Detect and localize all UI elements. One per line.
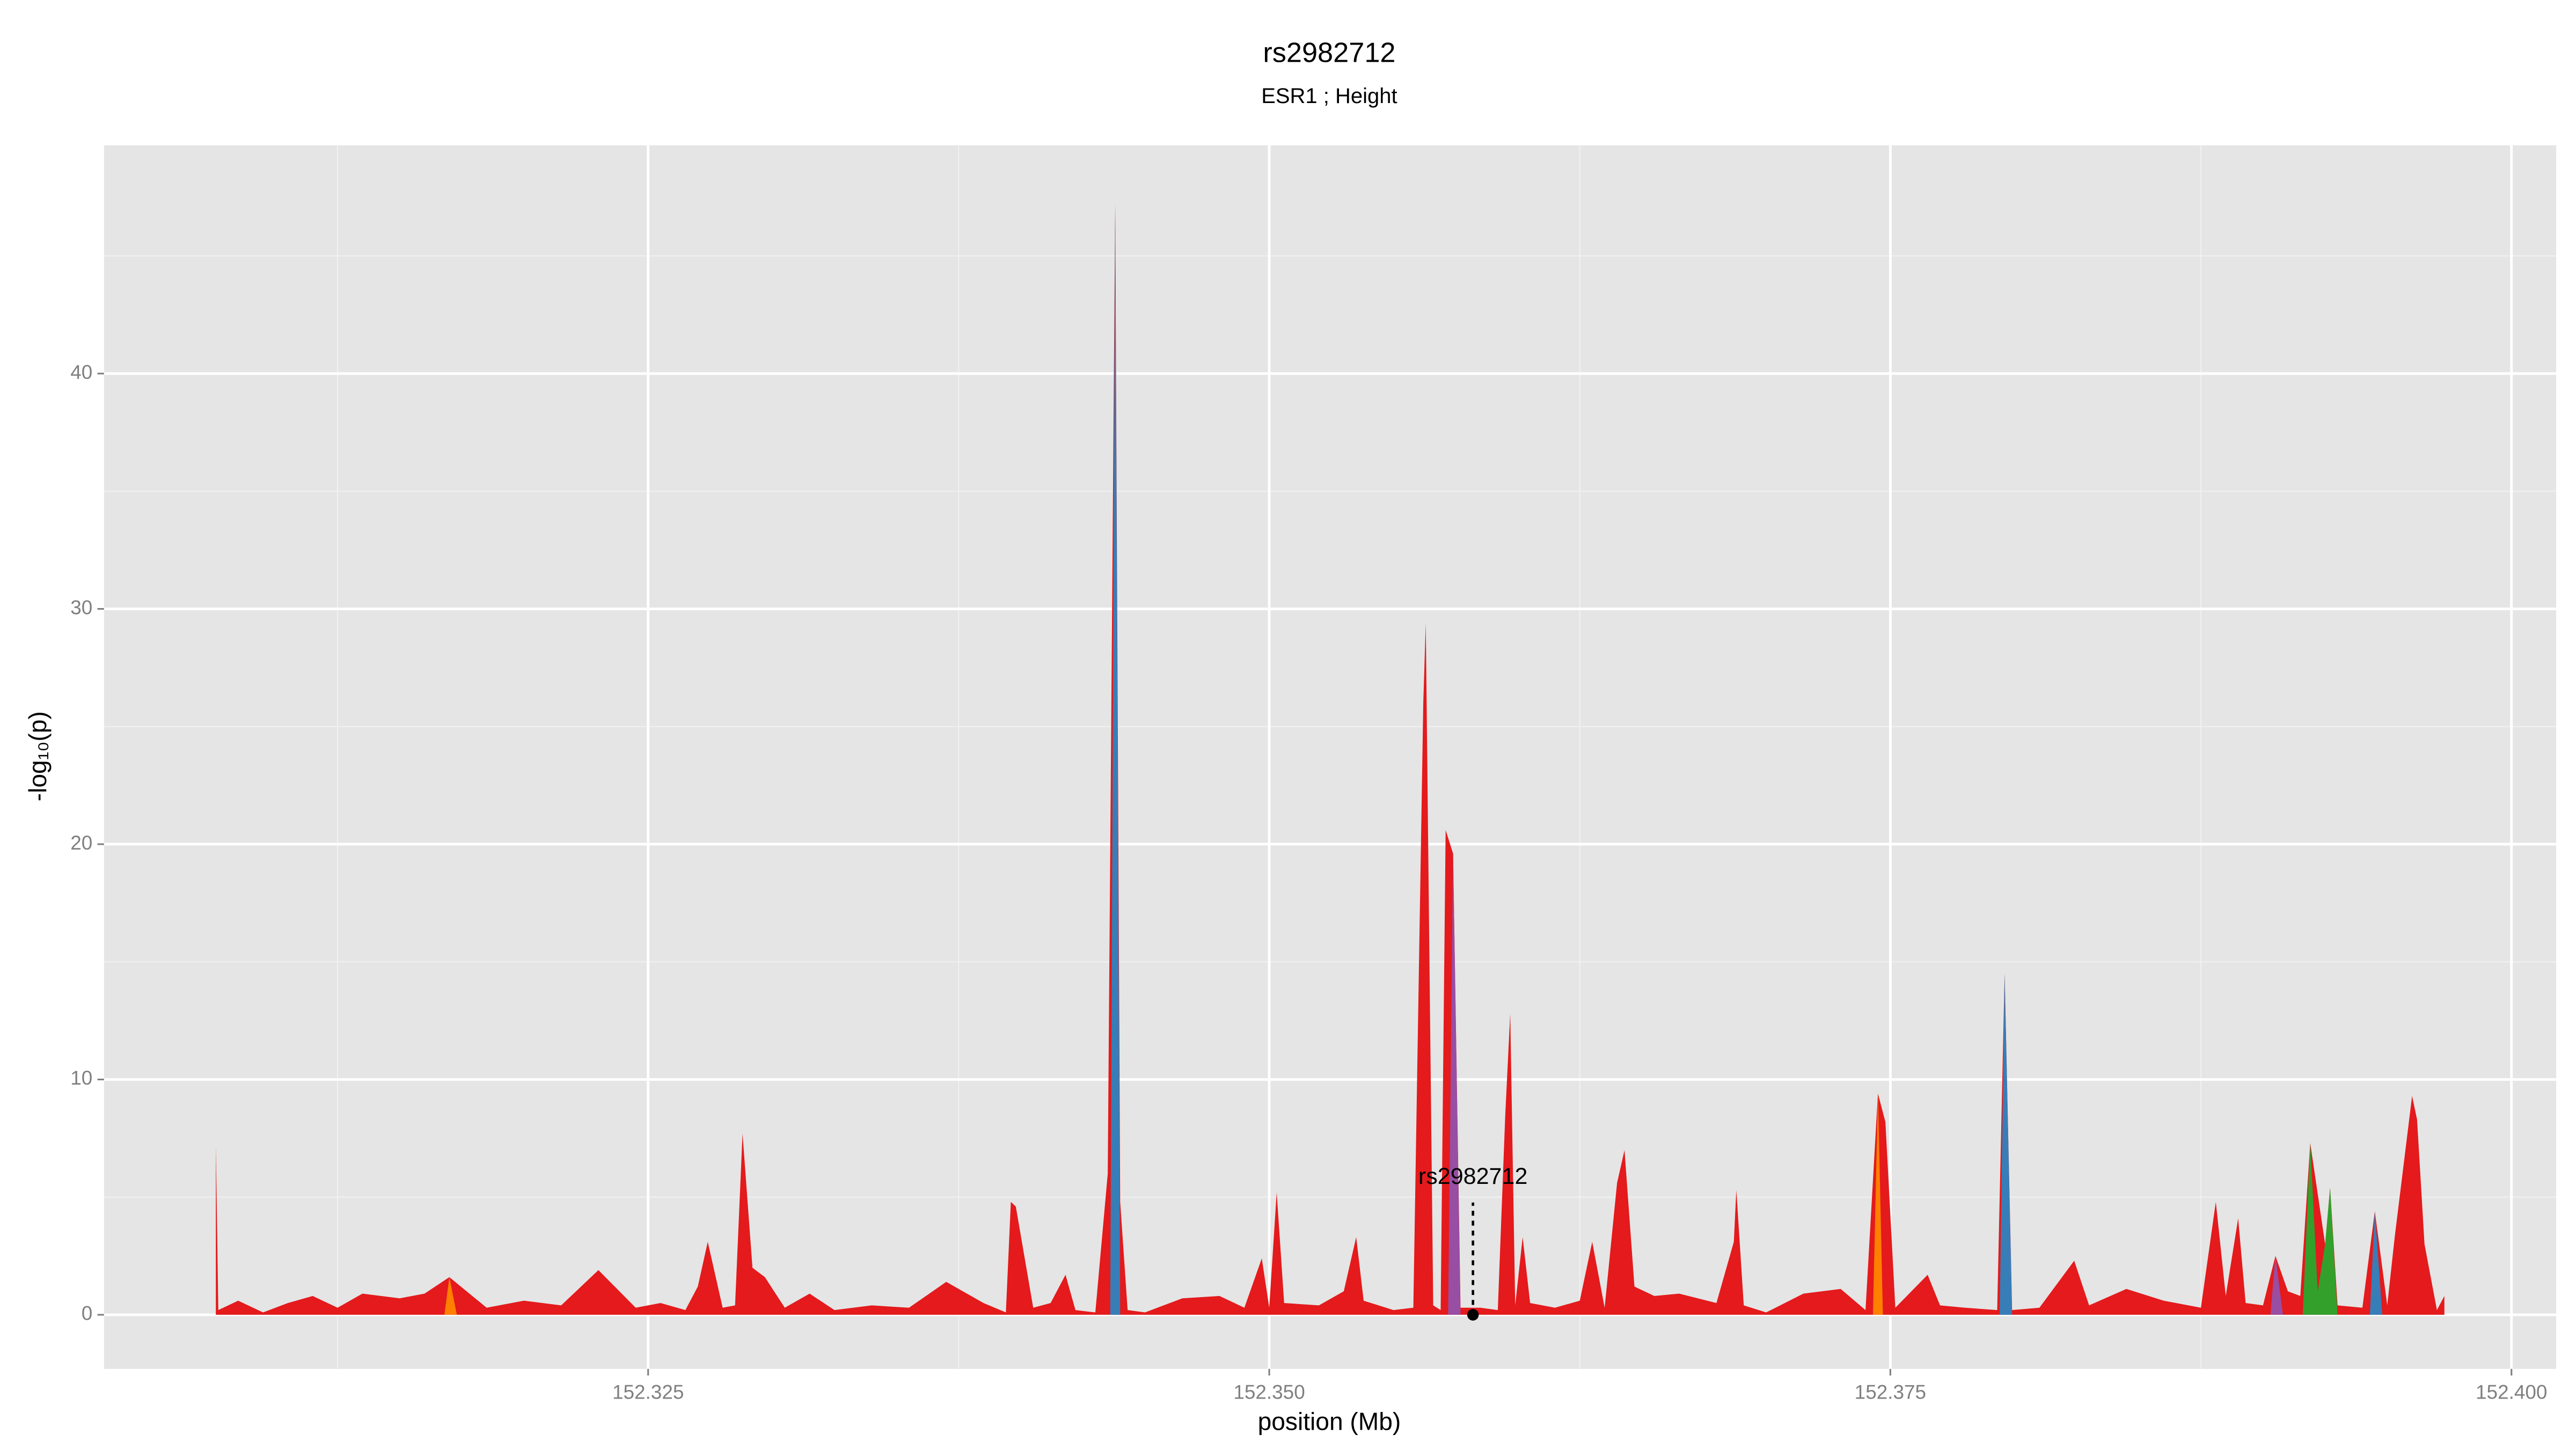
- x-tick-label: 152.375: [1855, 1381, 1926, 1403]
- area: [2000, 974, 2012, 1315]
- chart-subtitle: ESR1 ; Height: [1261, 84, 1397, 108]
- area: [444, 1277, 457, 1315]
- y-axis-label: -log₁₀(p): [24, 711, 52, 801]
- area: [2270, 1256, 2283, 1315]
- area: [1110, 204, 1121, 1315]
- annotation-point: [1467, 1309, 1479, 1321]
- y-tick-label: 0: [82, 1302, 93, 1324]
- x-tick-label: 152.350: [1233, 1381, 1305, 1403]
- marks: [216, 204, 2445, 1315]
- labels: 152.325 152.350 152.375 152.400 0 10 20 30 40 rs2…: [70, 361, 2547, 1403]
- y-tick-label: 40: [70, 361, 92, 383]
- x-tick-label: 152.325: [612, 1381, 684, 1403]
- y-tick-label: 10: [70, 1067, 92, 1089]
- x-axis-label: position (Mb): [1258, 1407, 1401, 1435]
- annotation-label: rs2982712: [1418, 1163, 1528, 1189]
- y-tick-label: 20: [70, 832, 92, 854]
- area: [1872, 1093, 1883, 1315]
- area: [1448, 853, 1461, 1315]
- chart-title: rs2982712: [1263, 37, 1395, 68]
- x-tick-label: 152.400: [2476, 1381, 2547, 1403]
- plot-background: [104, 145, 2557, 1369]
- y-tick-label: 30: [70, 596, 92, 618]
- area: [2302, 1143, 2338, 1315]
- area: [2369, 1211, 2383, 1315]
